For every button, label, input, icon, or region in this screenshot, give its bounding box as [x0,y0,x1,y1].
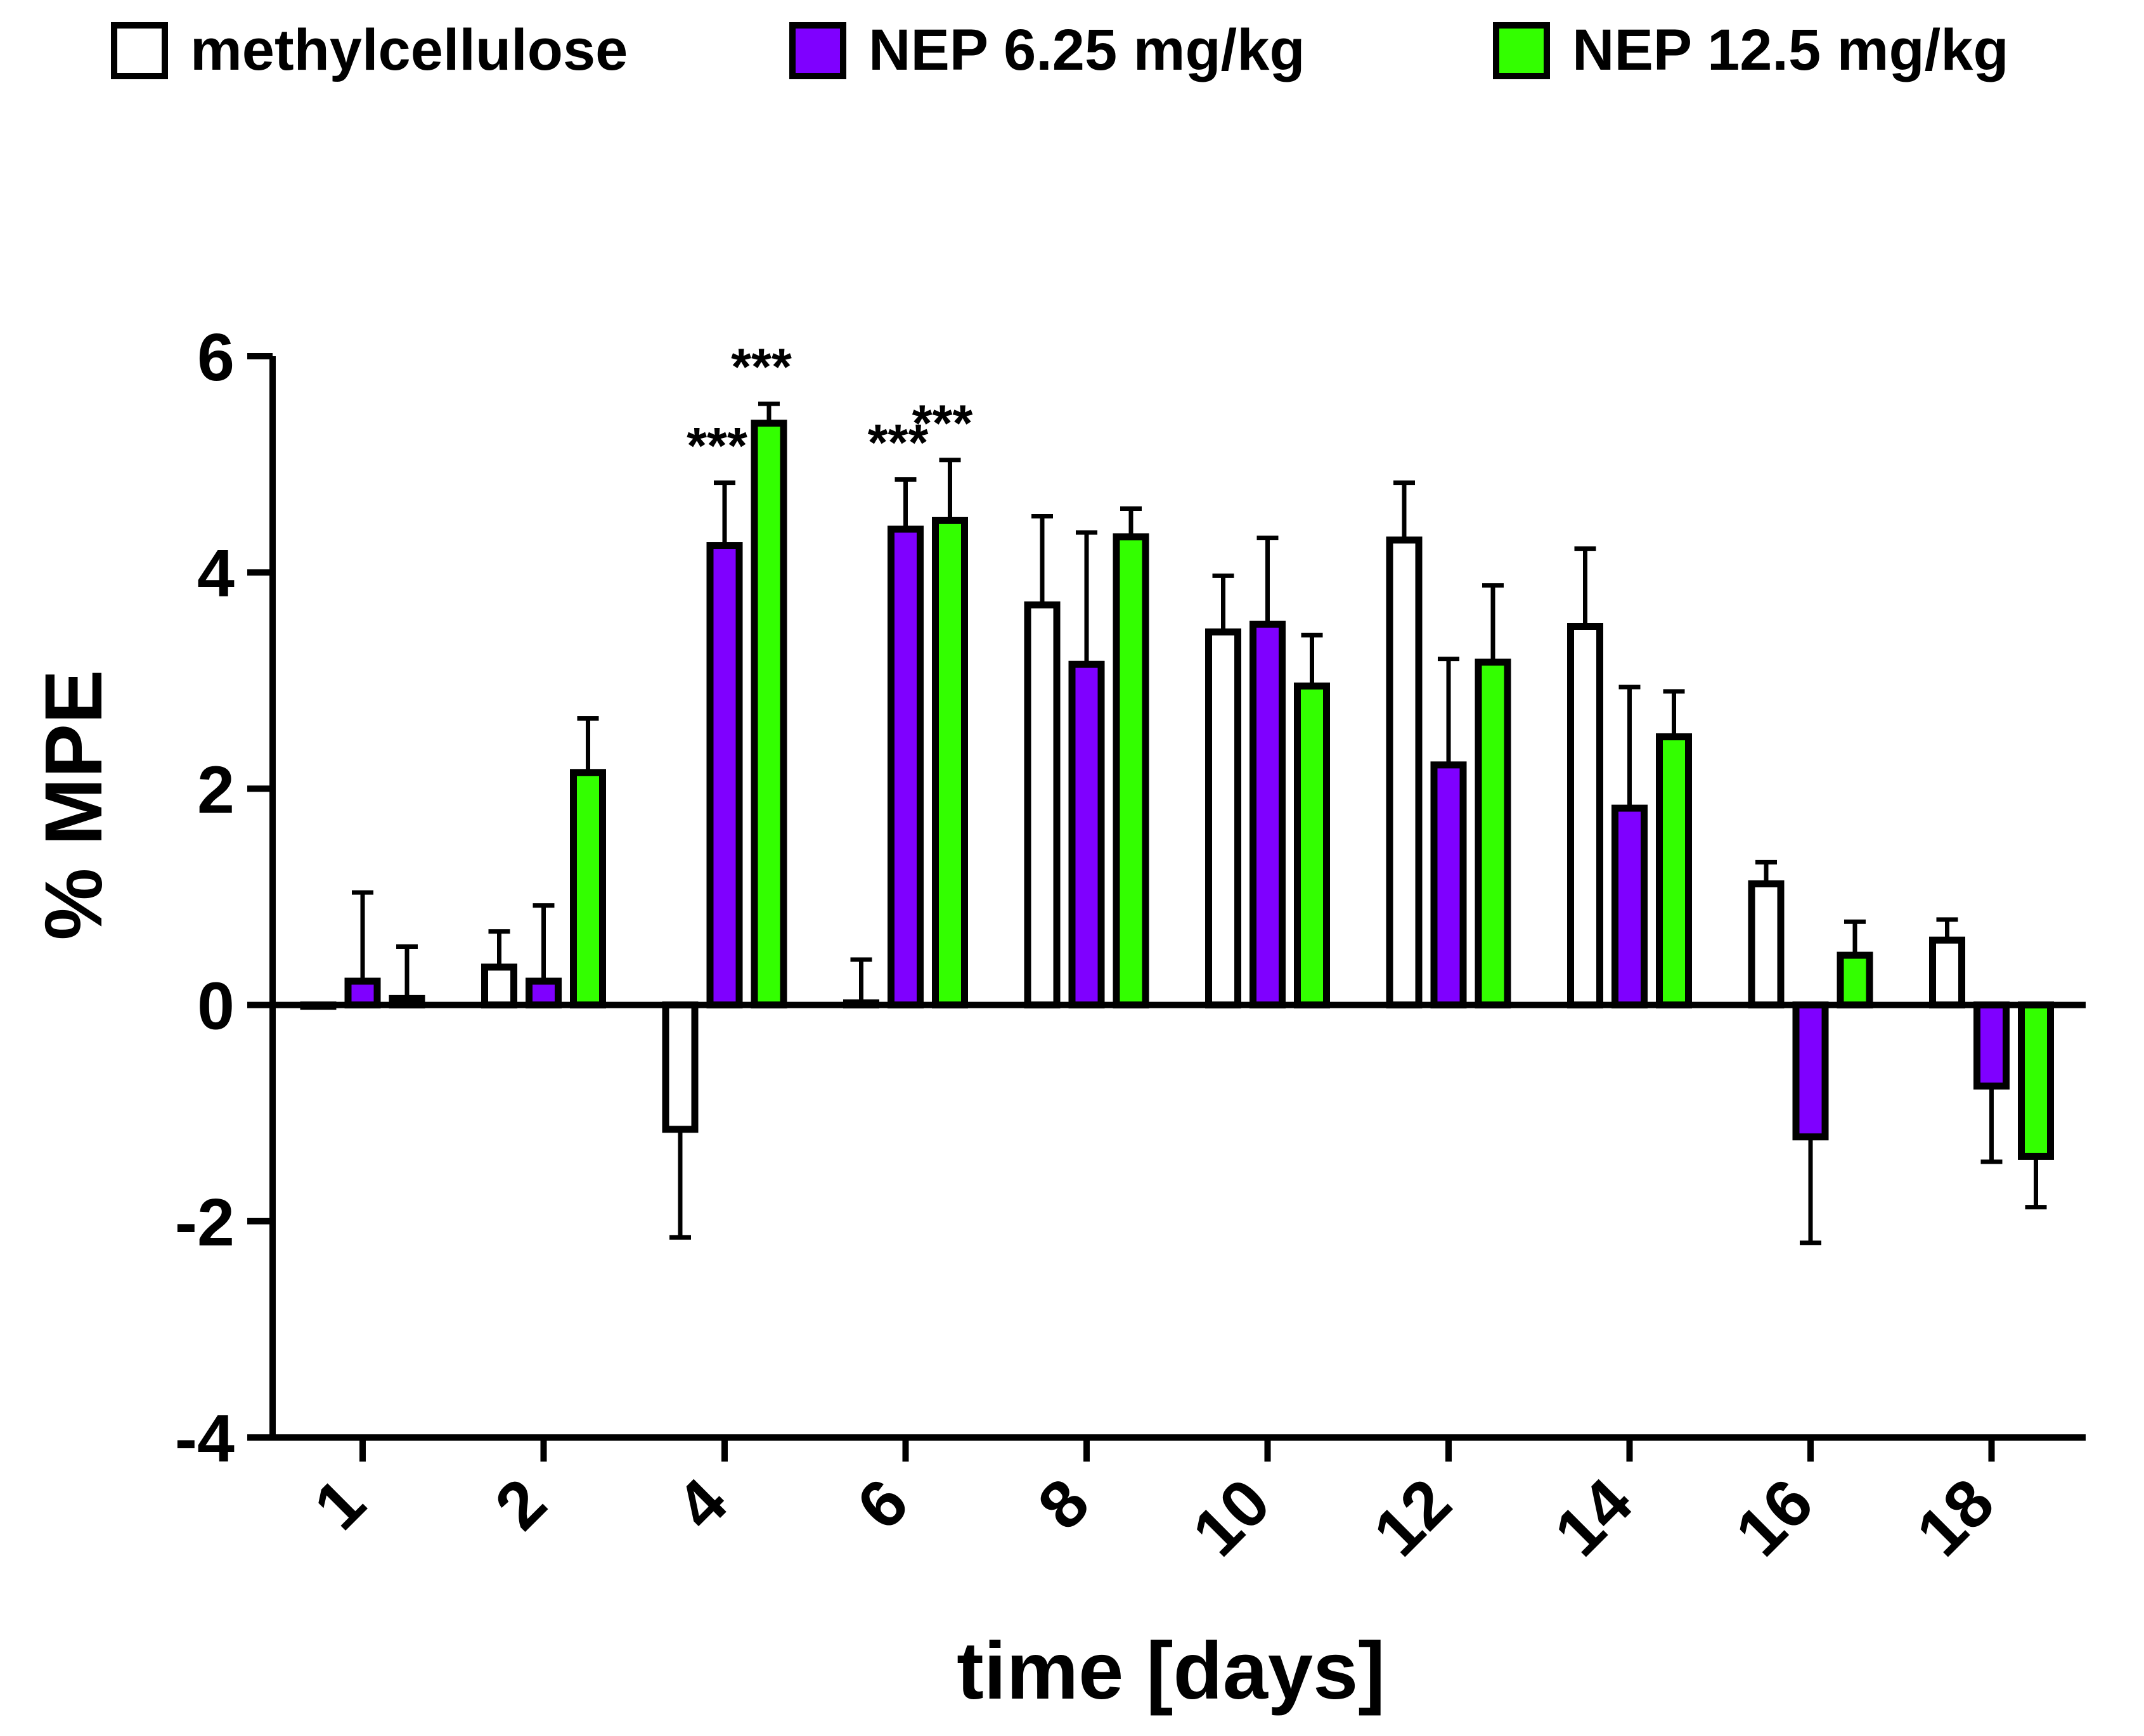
legend-swatch-nep-6-25-mg-kg [789,22,846,79]
y-tick-label-0: 0 [197,969,235,1044]
bar-nep-6-25-mg-kg-day-12 [1430,761,1467,1009]
legend-label-nep-6-25-mg-kg: NEP 6.25 mg/kg [869,18,1305,82]
significance-marker-nep-6-25-mg-kg-day-4: *** [687,418,747,475]
bar-nep-6-25-mg-kg-day-18 [1973,1001,2010,1090]
x-axis-title: time [days] [957,1626,1385,1716]
bar-methylcellulose-day-4 [662,1001,699,1133]
x-tick-label-18: 18 [1902,1465,2008,1571]
x-tick-label-14: 14 [1540,1465,1646,1571]
x-tick-label-4: 4 [662,1465,741,1544]
bar-nep-12-5-mg-kg-day-6 [932,517,968,1009]
bar-nep-6-25-mg-kg-day-8 [1068,660,1105,1009]
bar-nep-6-25-mg-kg-day-10 [1250,620,1286,1009]
bars [300,420,2054,1160]
y-axis-title: % MPE [29,670,119,941]
significance-marker-nep-12-5-mg-kg-day-4: *** [731,338,792,396]
y-tick-label-2: -2 [175,1185,235,1260]
bar-nep-12-5-mg-kg-day-18 [2018,1001,2054,1160]
bar-nep-12-5-mg-kg-day-12 [1475,659,1511,1009]
bar-nep-6-25-mg-kg-day-6 [888,525,924,1009]
y-tick-label-6: 6 [197,320,235,395]
bar-methylcellulose-day-16 [1748,880,1785,1009]
bar-nep-6-25-mg-kg-day-4 [706,542,743,1009]
bar-nep-6-25-mg-kg-day-16 [1792,1001,1829,1141]
bar-nep-6-25-mg-kg-day-14 [1611,804,1648,1009]
y-tick-label-4: -4 [175,1401,235,1476]
x-tick-label-10: 10 [1179,1465,1284,1571]
bar-methylcellulose-day-14 [1567,623,1603,1009]
x-tick-label-16: 16 [1721,1465,1827,1571]
bar-nep-6-25-mg-kg-day-1 [344,977,381,1009]
y-tick-label-2: 2 [197,752,235,827]
y-tick-label-4: 4 [197,536,235,611]
bar-methylcellulose-day-18 [1929,936,1965,1009]
error-bars [352,401,2047,1245]
bar-nep-6-25-mg-kg-day-2 [526,977,562,1009]
significance-marker-nep-12-5-mg-kg-day-6: *** [912,395,973,453]
legend-label-methylcellulose: methylcellulose [190,18,628,82]
bar-methylcellulose-day-8 [1024,601,1061,1009]
significance-annotations: ************ [687,338,972,475]
bar-methylcellulose-day-10 [1205,628,1241,1009]
x-tick-label-2: 2 [481,1465,560,1544]
bar-nep-12-5-mg-kg-day-8 [1113,533,1149,1009]
legend: methylcellulose NEP 6.25 mg/kg NEP 12.5 mg… [111,18,2009,82]
bar-nep-12-5-mg-kg-day-4 [751,420,787,1009]
legend-label-nep-12-5-mg-kg: NEP 12.5 mg/kg [1572,18,2009,82]
bar-nep-12-5-mg-kg-day-10 [1294,682,1330,1009]
bar-methylcellulose-day-2 [481,963,517,1009]
bar-nep-12-5-mg-kg-day-14 [1656,733,1692,1009]
x-tick-label-8: 8 [1024,1465,1103,1544]
bar-nep-12-5-mg-kg-day-2 [570,769,606,1009]
bar-nep-12-5-mg-kg-day-16 [1837,951,1873,1009]
x-tick-label-1: 1 [300,1465,379,1544]
significance-marker-nep-6-25-mg-kg-day-6: *** [868,414,929,472]
legend-swatch-nep-12-5-mg-kg [1493,22,1550,79]
bar-methylcellulose-day-12 [1386,536,1423,1009]
x-tick-label-6: 6 [843,1465,922,1544]
x-tick-label-12: 12 [1359,1465,1465,1571]
legend-swatch-methylcellulose [111,22,168,79]
